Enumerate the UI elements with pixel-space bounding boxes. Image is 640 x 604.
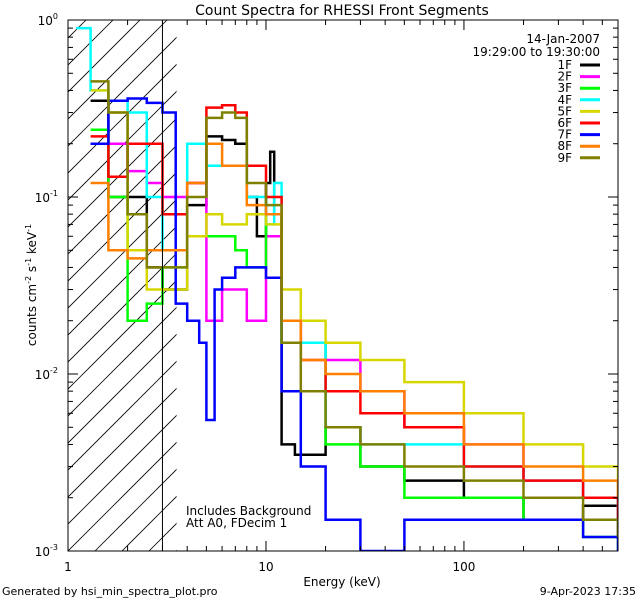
legend-label: 1F [557,58,572,72]
chart-title: Count Spectra for RHESSI Front Segments [195,3,489,19]
hatch-line [68,117,177,228]
hatch-line [203,11,640,551]
footer-generated-by: Generated by hsi_min_spectra_plot.pro [2,585,218,598]
legend-label: 6F [557,116,572,130]
plot-frame [67,19,619,552]
legend-label: 7F [557,128,572,142]
y-tick-base: 10 [35,368,50,382]
y-tick-label: 10-3 [35,543,58,559]
y-label-exp: -1 [24,224,33,232]
x-tick-label: 10 [258,560,273,574]
axis-ticks [67,19,619,552]
series-7f [90,97,618,551]
y-label-exp: -2 [24,276,33,284]
hatch-line [68,387,177,498]
hatch-line [68,144,177,255]
y-axis-label: counts cm-2 s-1 keV-1 [24,224,39,346]
legend-label: 3F [557,81,572,95]
excluded-energy-region [0,11,640,551]
spectra-series [76,26,618,551]
y-tick-label: 10-1 [35,189,58,205]
x-tick-label: 100 [452,560,475,574]
hatch-line [68,414,177,525]
series-6f [90,103,618,520]
date-label: 14-Jan-2007 [526,32,600,46]
y-tick-exp: -3 [50,543,58,552]
hatch-line [68,20,87,39]
hatch-line [68,90,177,201]
y-tick-exp: -2 [50,366,58,375]
y-label-part: keV [25,231,39,258]
x-axis-label: Energy (keV) [303,575,380,589]
hatch-line [68,225,177,336]
series-1f [90,99,618,537]
hatch-line [68,63,177,174]
y-tick-label: 100 [38,12,58,28]
y-label-part: counts cm [25,284,39,346]
footer-date: 9-Apr-2023 17:35 [540,585,636,598]
x-tick-label: 1 [64,560,72,574]
hatch-line [68,198,177,309]
hatch-line [68,20,168,120]
attenuator-note: Att A0, FDecim 1 [186,516,287,530]
time-range-label: 19:29:00 to 19:30:00 [473,45,600,59]
legend-label: 2F [557,70,572,84]
y-tick-label: 10-2 [35,366,58,382]
y-label-exp: -1 [24,258,33,266]
hatch-line [68,252,177,363]
legend-label: 8F [557,139,572,153]
legend-label: 4F [557,93,572,107]
hatch-line [68,441,177,551]
y-tick-base: 10 [35,191,50,205]
series-5f [90,89,618,498]
y-tick-exp: 0 [53,12,58,21]
series-3f [90,128,618,551]
hatch-line [68,333,177,444]
hatch-line [68,360,177,471]
series-2f [90,142,618,520]
y-label-part: s [25,266,39,276]
y-tick-base: 10 [38,14,53,28]
hatch-line [68,171,177,282]
legend-label: 5F [557,104,572,118]
background-note: Includes Background [186,504,311,518]
hatch-line [68,306,177,417]
hatch-line [0,11,68,551]
hatch-line [68,20,114,66]
y-tick-exp: -1 [50,189,58,198]
series-9f [90,80,618,537]
legend-label: 9F [557,151,572,165]
y-tick-base: 10 [35,545,50,559]
